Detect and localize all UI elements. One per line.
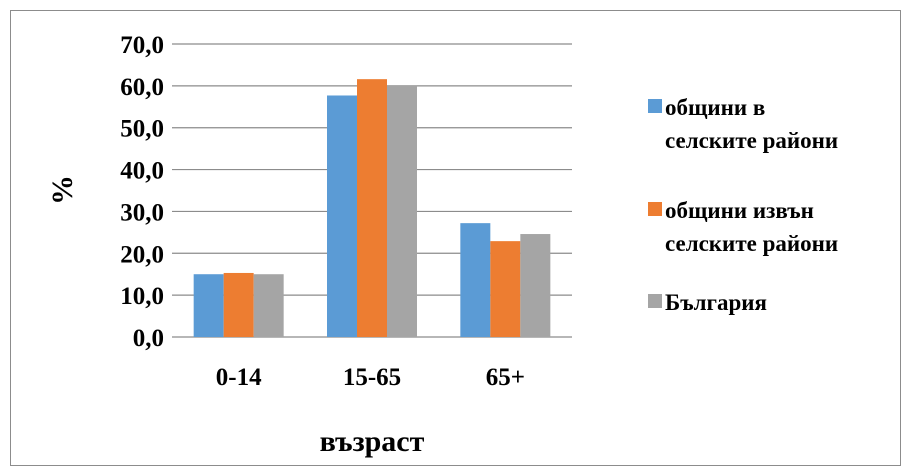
legend-label: общини извън [665,198,814,223]
bar [490,241,521,337]
legend-label: селските райони [665,128,838,153]
bar [253,274,284,337]
y-tick-label: 20,0 [120,241,164,268]
x-tick-label: 0-14 [216,364,262,391]
bar [357,79,387,337]
legend-swatch [648,202,662,216]
legend-swatch [648,99,662,113]
y-tick-label: 60,0 [120,74,164,101]
y-tick-labels: 0,0 10,0 20,0 30,0 40,0 50,0 60,0 70,0 [120,32,164,352]
bars [193,79,551,337]
y-tick-label: 10,0 [120,283,164,310]
y-tick-label: 50,0 [120,116,164,143]
x-tick-label: 15-65 [343,364,401,391]
y-tick-label: 40,0 [120,158,164,185]
legend-label: България [665,290,767,315]
bar [460,223,491,337]
bar [223,272,254,337]
x-tick-labels: 0-14 15-65 65+ [216,364,525,391]
bar [193,274,224,337]
y-tick-label: 30,0 [120,199,164,226]
y-tick-label: 70,0 [120,32,164,59]
legend-label: селските райони [665,231,838,256]
bar [520,234,551,337]
x-axis-label: възраст [320,425,425,458]
bar [327,95,357,337]
y-axis-label: % [46,175,79,205]
legend-label: общини в [665,95,765,120]
legend-swatch [648,294,662,308]
legend: общини в селските райони общини извън селск… [648,95,838,315]
x-tick-label: 65+ [486,364,525,391]
y-tick-label: 0,0 [133,325,164,352]
bar [387,85,417,337]
